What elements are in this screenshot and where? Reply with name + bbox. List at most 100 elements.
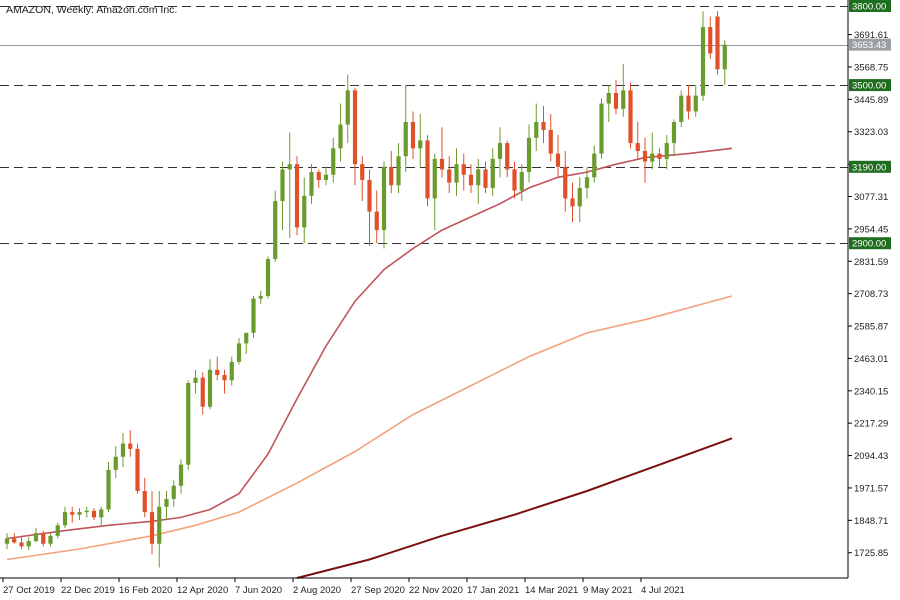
candle-body	[679, 95, 684, 122]
candle	[287, 132, 292, 238]
candle	[360, 156, 365, 202]
candle	[410, 111, 416, 159]
price-tick-label: 2340.15	[854, 386, 888, 397]
candle-body	[519, 172, 524, 191]
price-tick-label: 2831.59	[854, 257, 888, 268]
level-label-bg	[849, 237, 891, 250]
candle	[613, 79, 619, 115]
candle	[563, 150, 568, 212]
candle-body	[606, 92, 611, 104]
candle-body	[686, 95, 691, 112]
candle-body	[345, 90, 350, 125]
candle-body	[352, 90, 358, 165]
candle	[418, 114, 423, 167]
candle	[251, 295, 256, 339]
candle	[48, 533, 53, 547]
candle-body	[171, 485, 176, 499]
moving-average-ma_fast	[6, 147, 733, 540]
candle	[657, 148, 662, 167]
candle-body	[62, 512, 68, 526]
candle	[128, 430, 133, 457]
candle-body	[403, 121, 408, 157]
candle	[244, 332, 249, 354]
candle	[592, 145, 597, 183]
candle	[708, 16, 713, 59]
candle-body	[106, 469, 111, 510]
candle-body	[534, 121, 539, 138]
candle	[526, 124, 532, 183]
candle-body	[302, 195, 307, 228]
candle-body	[418, 140, 423, 149]
candle-body	[628, 90, 633, 144]
candle-body	[439, 158, 445, 170]
level-label-text: 3500.00	[852, 81, 886, 92]
candle-body	[128, 443, 133, 449]
candle-body	[287, 164, 292, 170]
candle-body	[570, 198, 575, 207]
candle-body	[229, 361, 234, 381]
moving-average-ma_slow	[296, 437, 733, 579]
candle	[135, 443, 140, 494]
candle	[113, 446, 118, 478]
candle	[497, 127, 503, 178]
time-tick-label: 27 Oct 2019	[3, 585, 55, 596]
candle-body	[650, 153, 655, 162]
price-tick-label: 1848.71	[854, 516, 888, 527]
candle	[55, 522, 60, 539]
candle-body	[331, 148, 336, 175]
candle	[403, 85, 408, 173]
candle-body	[700, 27, 706, 96]
level-label-text: 3190.00	[852, 162, 886, 173]
candle	[686, 85, 691, 120]
price-tick-label: 2954.45	[854, 224, 888, 235]
candle-body	[613, 92, 619, 109]
candle-body	[258, 295, 263, 299]
candle	[483, 161, 488, 194]
candle-body	[599, 103, 604, 154]
price-tick-label: 3323.03	[854, 127, 888, 138]
candle	[222, 369, 227, 394]
candle	[548, 114, 553, 162]
candle	[186, 380, 191, 470]
candle	[505, 140, 510, 178]
candle	[577, 177, 582, 223]
level-label-bg	[849, 79, 891, 92]
candle	[106, 462, 111, 513]
candle-body	[149, 512, 155, 544]
candle	[193, 369, 198, 394]
candle	[157, 491, 162, 568]
candle-body	[577, 187, 582, 207]
candle	[447, 156, 452, 194]
candle	[671, 119, 677, 157]
candle	[149, 491, 155, 555]
candle-body	[309, 172, 314, 196]
candle-body	[26, 541, 31, 547]
candle-body	[592, 153, 597, 178]
price-tick-label: 2585.87	[854, 322, 888, 333]
candle-body	[323, 174, 329, 180]
candle	[200, 372, 205, 415]
price-tick-label: 1971.57	[854, 483, 888, 494]
candle	[722, 40, 727, 86]
candle-body	[222, 375, 227, 381]
price-tick-label: 3445.89	[854, 95, 888, 106]
candle	[4, 533, 10, 550]
candle	[302, 177, 307, 244]
chart-title: AMAZON, Weekly: Amazon.com Inc.	[6, 4, 177, 16]
candle	[664, 135, 669, 170]
candle	[142, 477, 147, 518]
candle-body	[338, 124, 343, 149]
candle	[309, 164, 314, 204]
candle-body	[207, 369, 213, 407]
candle	[570, 182, 575, 223]
price-tick-label: 2708.73	[854, 289, 888, 300]
level-label-bg	[849, 160, 891, 173]
candle	[555, 135, 561, 178]
candle	[490, 148, 495, 196]
candle	[519, 164, 524, 202]
candle	[120, 433, 126, 468]
time-tick-label: 27 Sep 2020	[351, 585, 405, 596]
candle	[316, 169, 321, 188]
candle	[91, 508, 97, 521]
